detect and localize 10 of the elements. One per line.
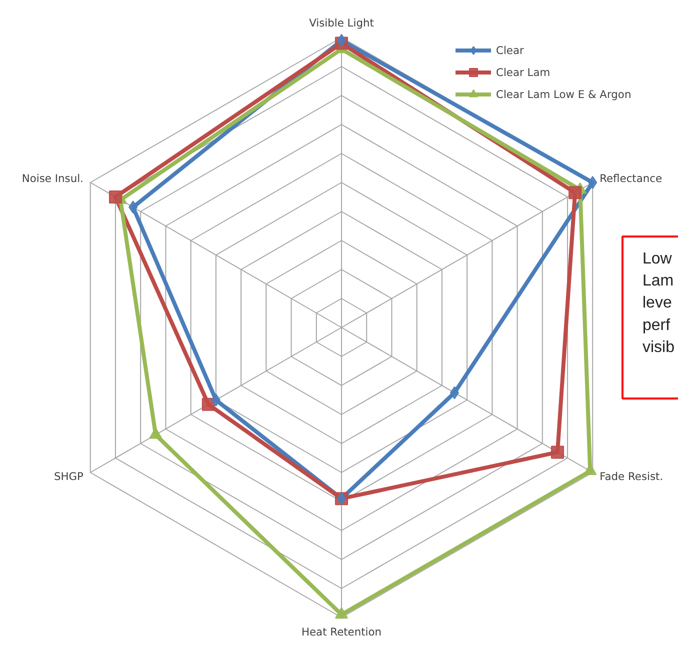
text: Low Lam leve perf visib	[642, 250, 675, 356]
spoke-label: Fade Resist.	[600, 470, 664, 483]
spoke-label: Heat Retention	[301, 626, 382, 638]
legend-label: Clear Lam Low E & Argon	[496, 88, 632, 100]
legend-label: Clear	[496, 44, 524, 56]
legend-label: Clear Lam	[496, 66, 550, 78]
spoke-label: Visible Light	[309, 16, 374, 30]
spoke-label: SHGP	[54, 470, 84, 483]
spoke-label: Noise Insul.	[22, 172, 84, 185]
spoke-label: Reflectance	[600, 172, 662, 185]
